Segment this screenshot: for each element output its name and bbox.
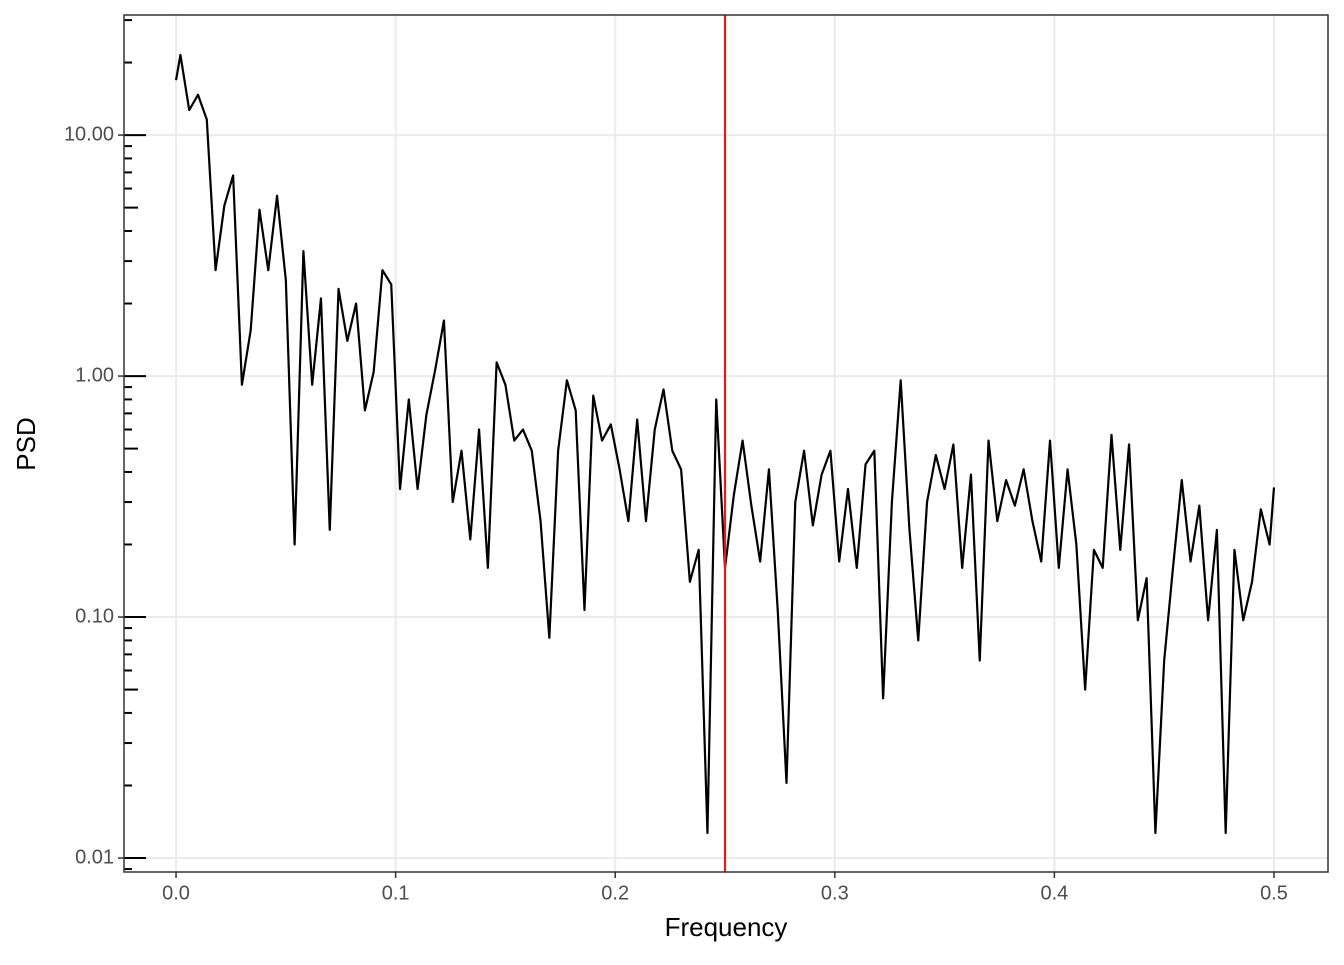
y-axis-title: PSD — [11, 417, 41, 470]
y-tick-label: 0.01 — [75, 846, 114, 868]
x-tick-label: 0.1 — [382, 882, 410, 904]
y-tick-label: 10.00 — [64, 123, 114, 145]
x-axis-title: Frequency — [665, 912, 788, 942]
x-tick-label: 0.3 — [821, 882, 849, 904]
x-tick-label: 0.4 — [1040, 882, 1068, 904]
panel-border — [123, 14, 1329, 873]
y-tick-label: 1.00 — [75, 364, 114, 386]
x-tick-label: 0.5 — [1260, 882, 1288, 904]
y-tick-label: 0.10 — [75, 605, 114, 627]
x-tick-label: 0.2 — [601, 882, 629, 904]
x-tick-label: 0.0 — [162, 882, 190, 904]
